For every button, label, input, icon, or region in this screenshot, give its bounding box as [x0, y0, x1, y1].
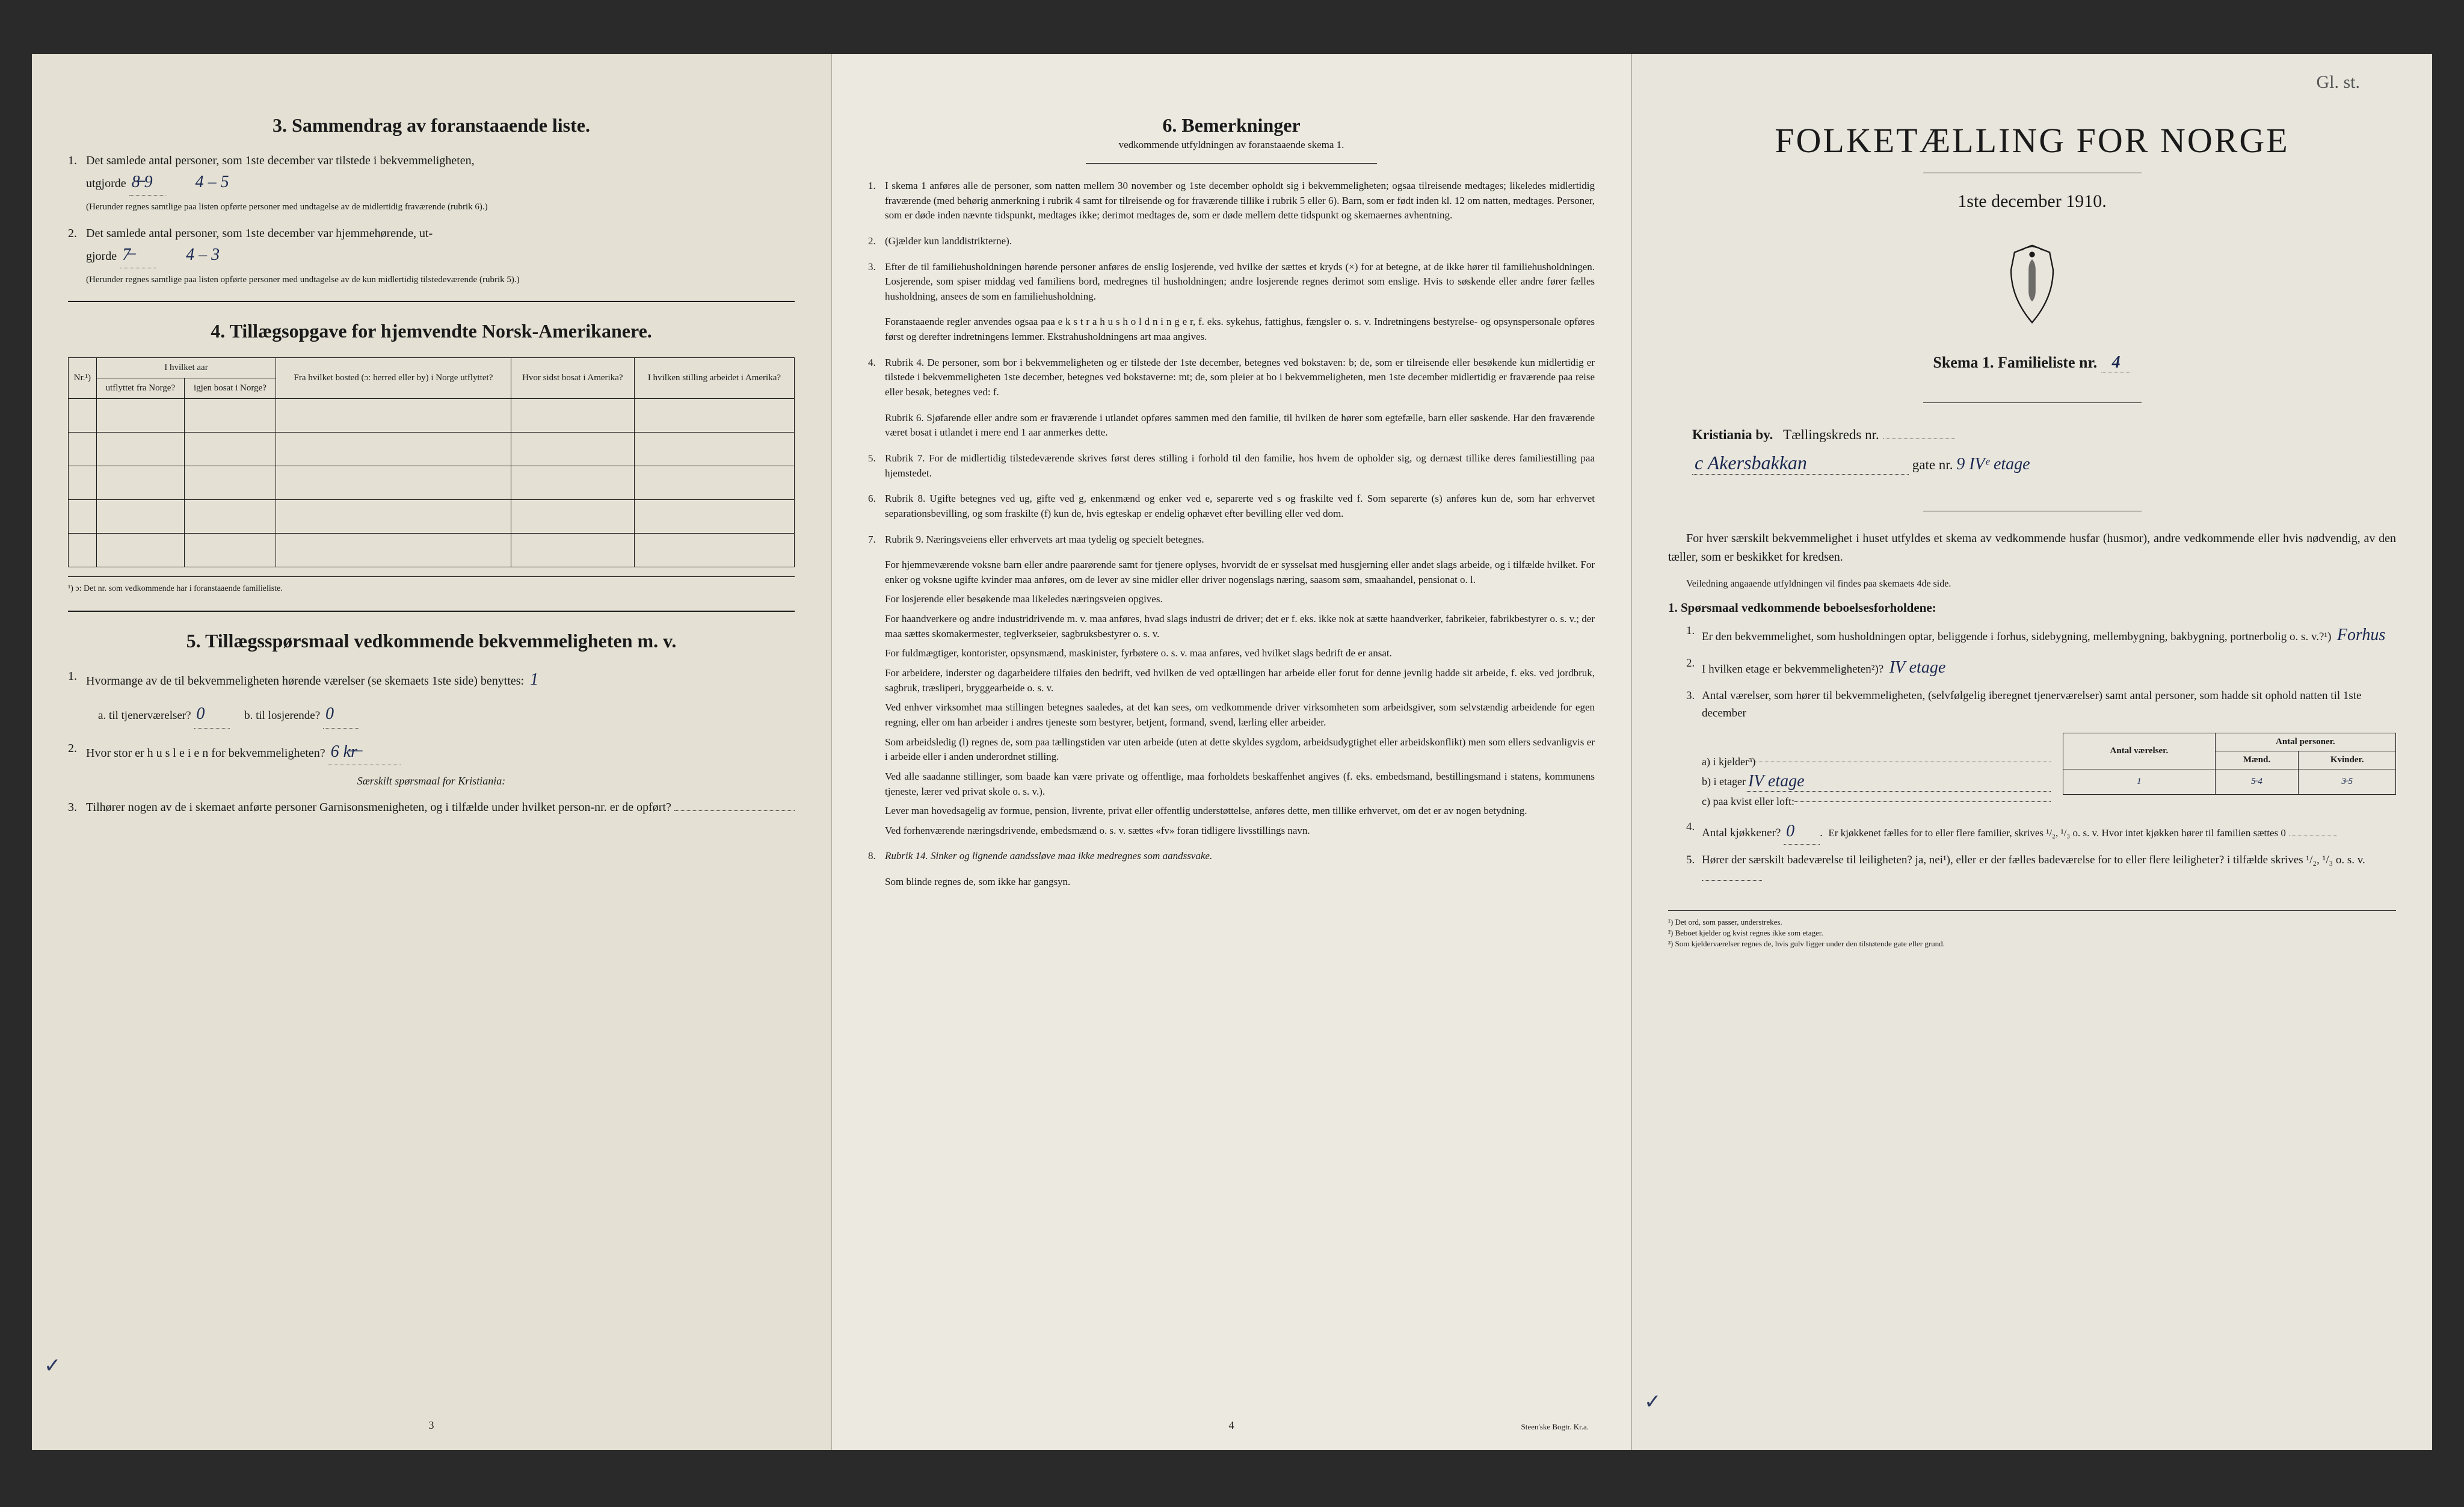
printer-credit: Steen'ske Bogtr. Kr.a. [1521, 1422, 1589, 1432]
remark-item: 4.Rubrik 4. De personer, som bor i bekve… [868, 356, 1595, 400]
table-footnote: ¹) ɔ: Det nr. som vedkommende har i fora… [68, 584, 795, 594]
panel-left: 3. Sammendrag av foranstaaende liste. 1.… [32, 54, 832, 1450]
p1-note-2: (Herunder regnes samtlige paa listen opf… [86, 274, 795, 286]
p1-note-1: (Herunder regnes samtlige paa listen opf… [86, 202, 795, 214]
remark-item: 7.Rubrik 9. Næringsveiens eller erhverve… [868, 532, 1595, 547]
panel-middle: 6. Bemerkninger vedkommende utfyldningen… [832, 54, 1632, 1450]
table-row [69, 466, 795, 500]
divider [68, 611, 795, 612]
remark-paragraph: Som arbeidsledig (l) regnes de, som paa … [885, 735, 1595, 765]
remark-paragraph: Lever man hovedsagelig av formue, pensio… [885, 804, 1595, 819]
remark-paragraph: For losjerende eller besøkende maa likel… [885, 592, 1595, 607]
table-row [69, 500, 795, 534]
divider [68, 301, 795, 302]
section-5-title: 5. Tillægsspørsmaal vedkommende bekvemme… [68, 630, 795, 652]
remark-paragraph: For fuldmægtiger, kontorister, opsynsmæn… [885, 646, 1595, 661]
section-3-title: 3. Sammendrag av foranstaaende liste. [68, 114, 795, 137]
panel-right: Gl. st. FOLKETÆLLING FOR NORGE 1ste dece… [1632, 54, 2432, 1450]
checkmark-icon: ✓ [44, 1354, 61, 1378]
q-item: 1. Er den bekvemmelighet, som husholdnin… [1686, 623, 2396, 648]
p1-s5-item3: 3. Tilhører nogen av de i skemaet anført… [68, 798, 795, 816]
p1-s5-item2: 2. Hvor stor er h u s l e i e n for bekv… [68, 739, 795, 765]
hw-total-present: 8̶ 9 [129, 170, 165, 196]
q-item: 3. Antal værelser, som hører til bekvemm… [1686, 688, 2396, 722]
city-line: Kristiania by. Tællingskreds nr. [1668, 427, 2396, 443]
checkmark-icon: ✓ [1644, 1390, 1662, 1414]
table-row [69, 399, 795, 433]
page-number: 4 [1229, 1419, 1234, 1432]
remark-item: 1.I skema 1 anføres alle de personer, so… [868, 179, 1595, 223]
section-6-title: 6. Bemerkninger [868, 114, 1595, 137]
hw-total-resident: 7̶ [120, 242, 156, 268]
table-row [69, 534, 795, 567]
remark-paragraph: Ved forhenværende næringsdrivende, embed… [885, 824, 1595, 839]
p1-item-1: 1. Det samlede antal personer, som 1ste … [68, 152, 795, 196]
kristiania-label: Særskilt spørsmaal for Kristiania: [68, 775, 795, 787]
q-item: 5. Hører der særskilt badeværelse til le… [1686, 852, 2396, 886]
q1-heading: 1. Spørsmaal vedkommende beboelsesforhol… [1668, 600, 2396, 615]
main-title: FOLKETÆLLING FOR NORGE [1668, 120, 2396, 161]
remark-paragraph: Ved enhver virksomhet maa stillingen bet… [885, 700, 1595, 730]
footnotes: ¹) Det ord, som passer, understrekes. ²)… [1668, 910, 2396, 950]
remark-item: 8. Rubrik 14. Sinker og lignende aandssl… [868, 849, 1595, 864]
table-row [69, 433, 795, 466]
remark-item: 3.Efter de til familiehusholdningen høre… [868, 260, 1595, 304]
schema-line: Skema 1. Familieliste nr. 4 [1668, 353, 2396, 372]
p1-s5-item1: 1. Hvormange av de til bekvemmeligheten … [68, 667, 795, 692]
remark-paragraph: For haandverkere og andre industridriven… [885, 612, 1595, 641]
remark-item: 5.Rubrik 7. For de midlertidig tilstedev… [868, 451, 1595, 481]
corner-annotation: Gl. st. [2316, 72, 2360, 93]
remark-paragraph: For arbeidere, inderster og dagarbeidere… [885, 666, 1595, 695]
p1-item-2: 2. Det samlede antal personer, som 1ste … [68, 224, 795, 268]
census-document: 3. Sammendrag av foranstaaende liste. 1.… [32, 54, 2432, 1450]
address-line: c Akersbakkan gate nr. 9 IVᵉ etage [1668, 452, 2396, 475]
coat-of-arms-icon [1668, 242, 2396, 329]
remark-item: 2.(Gjælder kun landdistrikterne). [868, 234, 1595, 249]
date-subtitle: 1ste december 1910. [1668, 191, 2396, 212]
remark-paragraph: For hjemmeværende voksne barn eller andr… [885, 558, 1595, 587]
remarks-list: 1.I skema 1 anføres alle de personer, so… [868, 179, 1595, 838]
table-amerikaner: Nr.¹) I hvilket aar Fra hvilket bosted (… [68, 357, 795, 567]
section-4-title: 4. Tillægsopgave for hjemvendte Norsk-Am… [68, 320, 795, 342]
intro-text: For hver særskilt bekvemmelighet i huset… [1668, 529, 2396, 567]
mini-table: Antal værelser. Antal personer. Mænd. Kv… [2063, 733, 2396, 795]
table-row: 1 5̶ 4 3̶ 5 [2063, 769, 2396, 795]
remark-paragraph: Ved alle saadanne stillinger, som baade … [885, 769, 1595, 799]
remark-item: Rubrik 6. Sjøfarende eller andre som er … [868, 411, 1595, 440]
remark-item: Foranstaaende regler anvendes ogsaa paa … [868, 315, 1595, 344]
q-item: 2. I hvilken etage er bekvemmeligheten²)… [1686, 655, 2396, 680]
page-number: 3 [429, 1419, 434, 1432]
q-item: 4. Antal kjøkkener? 0. Er kjøkkenet fæll… [1686, 819, 2396, 845]
remark-item: 6.Rubrik 8. Ugifte betegnes ved ug, gift… [868, 492, 1595, 521]
